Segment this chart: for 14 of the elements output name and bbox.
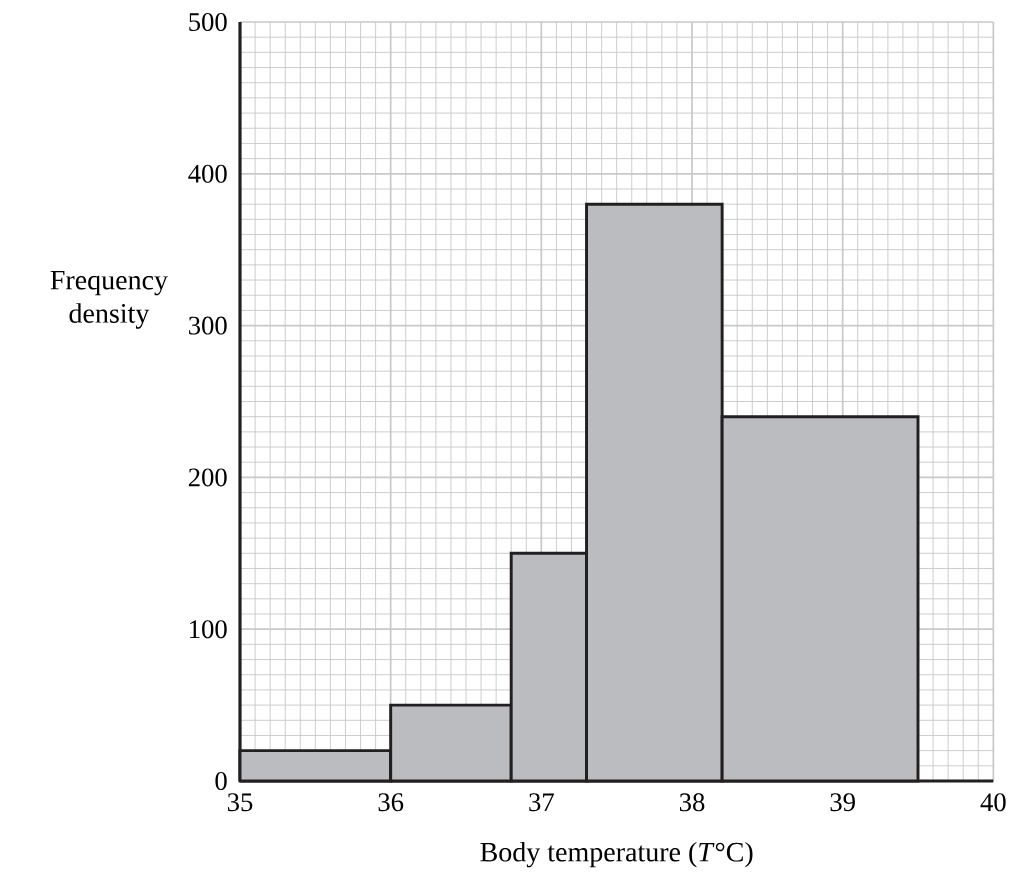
x-tick-label: 38 <box>679 793 705 812</box>
y-axis-title: Frequency density <box>50 270 168 329</box>
x-tick-label: 36 <box>378 793 404 812</box>
x-tick-label: 35 <box>227 793 253 812</box>
y-tick-label: 500 <box>189 13 227 31</box>
y-tick-label: 100 <box>190 620 227 639</box>
x-tick-label: 39 <box>830 793 855 812</box>
x-axis-title: Body temperature (T°C) <box>480 841 753 868</box>
y-tick-label: 0 <box>215 772 227 790</box>
x-tick-label: 40 <box>980 793 1006 812</box>
y-tick-label: 300 <box>189 316 227 335</box>
y-tick-label: 400 <box>188 164 227 183</box>
y-tick-label: 200 <box>188 468 227 487</box>
x-tick-label: 37 <box>529 793 554 812</box>
